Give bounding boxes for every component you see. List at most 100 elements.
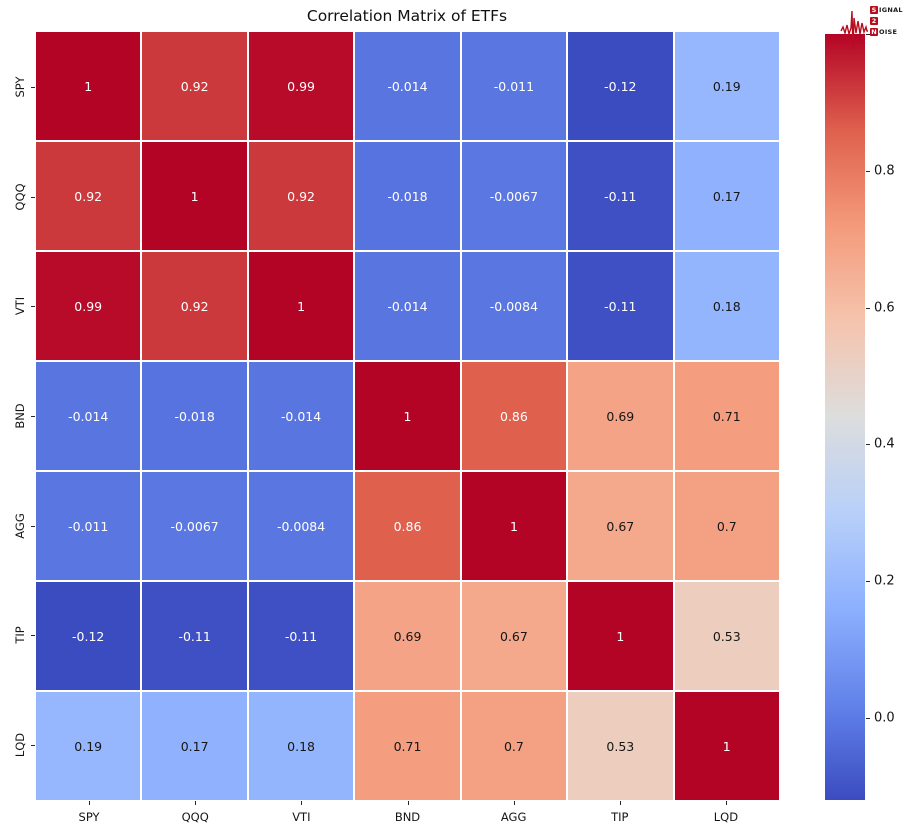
- x-tick-label-VTI: VTI: [292, 810, 311, 824]
- colorbar-tick-mark: [866, 444, 870, 446]
- heatmap-cell-BND-AGG: 0.86: [461, 362, 567, 470]
- heatmap-cell-SPY-VTI: 0.99: [248, 32, 354, 140]
- colorbar-tick-mark: [866, 170, 870, 172]
- heatmap-cell-VTI-BND: -0.014: [355, 252, 460, 360]
- heatmap-cell-QQQ-QQQ: 1: [142, 142, 247, 250]
- heatmap-cell-QQQ-SPY: 0.92: [36, 142, 141, 250]
- logo-letter-s: S: [870, 5, 878, 14]
- heatmap-cell-QQQ-VTI: 0.92: [248, 142, 354, 250]
- heatmap-cell-VTI-SPY: 0.99: [36, 252, 141, 360]
- x-tick-mark: [89, 801, 91, 805]
- heatmap-cell-VTI-QQQ: 0.92: [142, 252, 247, 360]
- heatmap-cell-VTI-TIP: -0.11: [568, 252, 673, 360]
- heatmap-grid: 1 0.92 0.99 -0.014 -0.011 -0.12 0.19 0.92 1 0.92-…: [36, 32, 779, 800]
- y-tick-mark: [31, 306, 35, 308]
- colorbar-tick-label-0.4: 0.4: [874, 436, 895, 452]
- heatmap-cell-QQQ-BND: -0.018: [355, 142, 460, 250]
- heatmap-cell-TIP-SPY: -0.12: [36, 582, 141, 690]
- heatmap-cell-BND-VTI: -0.014: [248, 362, 354, 470]
- x-tick-label-QQQ: QQQ: [181, 810, 209, 824]
- heatmap-cell-SPY-QQQ: 0.92: [142, 32, 247, 140]
- x-tick-mark: [513, 801, 515, 805]
- heatmap-cell-LQD-QQQ: 0.17: [142, 692, 247, 800]
- x-tick-mark: [407, 801, 409, 805]
- heatmap-cell-SPY-AGG: -0.011: [461, 32, 567, 140]
- logo-row-noise: N OISE: [870, 27, 898, 36]
- heatmap-cell-BND-LQD: 0.71: [674, 362, 779, 470]
- logo-letter-n: N: [870, 27, 878, 36]
- y-tick-label-BND: BND: [13, 403, 27, 429]
- x-tick-label-TIP: TIP: [611, 810, 629, 824]
- x-tick-label-SPY: SPY: [78, 810, 100, 824]
- x-tick-label-LQD: LQD: [713, 810, 739, 824]
- heatmap-cell-TIP-AGG: 0.67: [461, 582, 567, 690]
- heatmap-cell-AGG-AGG: 1: [461, 472, 567, 580]
- y-tick-mark: [31, 86, 35, 88]
- x-tick-mark: [195, 801, 197, 805]
- colorbar-tick-label-0.8: 0.8: [874, 163, 895, 179]
- heatmap-cell-AGG-LQD: 0.7: [674, 472, 779, 580]
- signal2noise-logo: S IGNAL 2 N OISE: [840, 0, 904, 50]
- heatmap-cell-LQD-VTI: 0.18: [248, 692, 354, 800]
- y-tick-mark: [31, 635, 35, 637]
- heatmap-cell-TIP-BND: 0.69: [355, 582, 460, 690]
- x-tick-mark: [725, 801, 727, 805]
- y-tick-label-LQD: LQD: [13, 732, 27, 758]
- y-tick-label-QQQ: QQQ: [13, 182, 27, 211]
- heatmap-cell-VTI-LQD: 0.18: [674, 252, 779, 360]
- heatmap-cell-BND-SPY: -0.014: [36, 362, 141, 470]
- x-tick-label-BND: BND: [394, 810, 421, 824]
- heatmap-cell-LQD-BND: 0.71: [355, 692, 460, 800]
- colorbar-tick-mark: [866, 717, 870, 719]
- colorbar-tick-label-0.0: 0.0: [874, 710, 895, 726]
- y-tick-mark: [31, 745, 35, 747]
- colorbar-tick-mark: [866, 34, 870, 35]
- logo-row-signal: S IGNAL: [870, 5, 903, 14]
- heatmap-cell-SPY-SPY: 1: [36, 32, 141, 140]
- heatmap-cell-QQQ-TIP: -0.11: [568, 142, 673, 250]
- heatmap-cell-VTI-AGG: -0.0084: [461, 252, 567, 360]
- heatmap-cell-SPY-BND: -0.014: [355, 32, 460, 140]
- y-tick-label-AGG: AGG: [13, 512, 27, 539]
- heatmap-cell-AGG-TIP: 0.67: [568, 472, 673, 580]
- colorbar-tick-label-0.2: 0.2: [874, 573, 895, 589]
- chart-title: Correlation Matrix of ETFs: [306, 7, 508, 25]
- logo-row-2: 2: [870, 15, 902, 26]
- logo-text: S IGNAL 2 N OISE: [868, 3, 903, 39]
- heatmap-cell-AGG-BND: 0.86: [355, 472, 460, 580]
- y-tick-mark: [31, 196, 35, 198]
- y-tick-mark: [31, 525, 35, 527]
- y-tick-label-VTI: VTI: [13, 297, 27, 316]
- heatmap-cell-LQD-AGG: 0.7: [461, 692, 567, 800]
- heatmap-cell-TIP-TIP: 1: [568, 582, 673, 690]
- heatmap-cell-AGG-SPY: -0.011: [36, 472, 141, 580]
- colorbar: [825, 34, 865, 800]
- colorbar-tick-mark: [866, 307, 870, 309]
- x-tick-label-AGG: AGG: [500, 810, 527, 824]
- y-tick-label-TIP: TIP: [13, 626, 27, 645]
- heatmap-cell-TIP-QQQ: -0.11: [142, 582, 247, 690]
- heatmap-cell-TIP-LQD: 0.53: [674, 582, 779, 690]
- heatmap-cell-TIP-VTI: -0.11: [248, 582, 354, 690]
- y-tick-label-SPY: SPY: [13, 76, 27, 98]
- heatmap-cell-BND-BND: 1: [355, 362, 460, 470]
- heatmap-cell-LQD-SPY: 0.19: [36, 692, 141, 800]
- y-tick-mark: [31, 416, 35, 417]
- heatmap-cell-QQQ-AGG: -0.0067: [461, 142, 567, 250]
- heatmap-cell-AGG-QQQ: -0.0067: [142, 472, 247, 580]
- heatmap-cell-LQD-TIP: 0.53: [568, 692, 673, 800]
- heatmap-cell-BND-TIP: 0.69: [568, 362, 673, 470]
- colorbar-tick-label-0.6: 0.6: [874, 300, 895, 316]
- x-tick-mark: [619, 801, 621, 805]
- logo-letter-2: 2: [870, 16, 878, 25]
- heatmap-cell-QQQ-LQD: 0.17: [674, 142, 779, 250]
- heatmap-cell-AGG-VTI: -0.0084: [248, 472, 354, 580]
- x-tick-mark: [301, 801, 303, 805]
- colorbar-tick-mark: [866, 581, 870, 583]
- heatmap-cell-VTI-VTI: 1: [248, 252, 354, 360]
- heatmap-cell-LQD-LQD: 1: [674, 692, 779, 800]
- heatmap-cell-BND-QQQ: -0.018: [142, 362, 247, 470]
- heatmap-cell-SPY-LQD: 0.19: [674, 32, 779, 140]
- heatmap-cell-SPY-TIP: -0.12: [568, 32, 673, 140]
